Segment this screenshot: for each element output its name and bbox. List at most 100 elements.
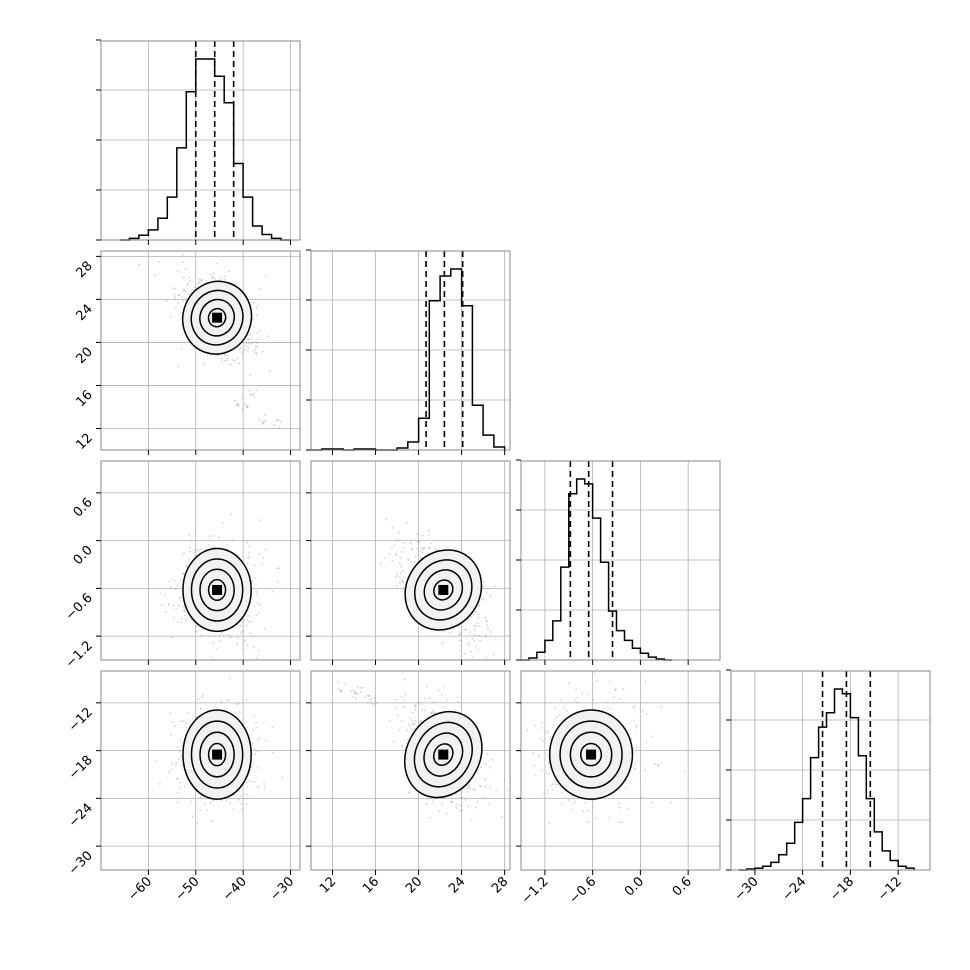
scatter-point: [236, 403, 239, 406]
scatter-point: [558, 714, 561, 716]
scatter-point: [278, 419, 280, 422]
scatter-point: [427, 529, 430, 532]
panel-2d: [337, 678, 509, 821]
scatter-point: [614, 688, 617, 690]
scatter-point: [204, 803, 206, 806]
scatter-point: [281, 776, 284, 779]
scatter-point: [466, 805, 469, 808]
scatter-point: [253, 395, 255, 398]
scatter-point: [391, 547, 393, 550]
scatter-point: [403, 705, 406, 708]
scatter-point: [171, 762, 174, 765]
scatter-point: [177, 270, 180, 272]
scatter-point: [246, 349, 249, 352]
scatter-point: [474, 789, 476, 792]
panel-grid: [731, 671, 930, 870]
scatter-point: [489, 595, 492, 598]
scatter-point: [209, 802, 212, 805]
scatter-point: [401, 745, 404, 747]
x-tick-label: 12: [317, 874, 339, 896]
scatter-point: [559, 699, 562, 701]
scatter-point: [592, 805, 595, 808]
scatter-point: [251, 393, 253, 396]
scatter-point: [576, 701, 579, 704]
scatter-point: [241, 630, 244, 632]
scatter-point: [619, 821, 621, 824]
scatter-point: [464, 799, 467, 801]
scatter-point: [250, 635, 253, 638]
scatter-point: [356, 692, 359, 695]
scatter-point: [368, 695, 370, 697]
scatter-point: [416, 725, 418, 727]
scatter-point: [223, 278, 226, 281]
scatter-point: [419, 721, 421, 724]
scatter-point: [354, 692, 357, 695]
scatter-point: [194, 532, 197, 535]
scatter-point: [477, 613, 480, 616]
scatter-point: [570, 808, 573, 811]
scatter-point: [484, 778, 486, 781]
scatter-point: [206, 355, 209, 357]
scatter-point: [252, 302, 255, 304]
scatter-point: [178, 750, 181, 752]
scatter-point: [473, 628, 476, 631]
panel-2d: [380, 518, 497, 659]
scatter-point: [257, 611, 260, 614]
scatter-point: [189, 550, 191, 553]
scatter-point: [482, 585, 485, 587]
scatter-point: [506, 789, 509, 792]
scatter-point: [395, 554, 398, 557]
contour-line: [190, 558, 244, 622]
scatter-point: [190, 540, 193, 542]
scatter-point: [174, 297, 176, 300]
scatter-point: [236, 404, 239, 407]
scatter-point: [547, 789, 550, 792]
scatter-point: [176, 801, 179, 804]
scatter-point: [534, 724, 537, 727]
scatter-point: [182, 572, 185, 575]
scatter-point: [392, 740, 395, 743]
scatter-point: [179, 720, 182, 723]
scatter-point: [407, 558, 410, 561]
scatter-point: [199, 796, 202, 799]
scatter-point: [191, 815, 194, 818]
scatter-point: [629, 781, 632, 784]
scatter-point: [467, 618, 470, 621]
scatter-point: [209, 248, 211, 250]
scatter-point: [175, 762, 178, 765]
scatter-point: [354, 691, 356, 693]
scatter-point: [477, 648, 480, 651]
scatter-point: [241, 351, 244, 354]
scatter-point: [170, 768, 173, 771]
scatter-point: [433, 701, 436, 704]
scatter-point: [568, 799, 570, 801]
scatter-point: [182, 720, 185, 723]
scatter-point: [226, 359, 228, 361]
scatter-point: [242, 648, 245, 650]
scatter-point: [243, 639, 245, 642]
scatter-point: [254, 753, 256, 756]
scatter-point: [417, 701, 419, 704]
scatter-point: [237, 404, 240, 407]
scatter-point: [226, 357, 229, 359]
scatter-point: [473, 639, 476, 642]
scatter-point: [247, 621, 250, 623]
contour-line: [404, 710, 483, 799]
scatter-point: [503, 779, 506, 782]
scatter-point: [466, 787, 469, 790]
x-axis: [332, 660, 506, 665]
scatter-point: [153, 274, 156, 277]
scatter-point: [248, 779, 251, 782]
scatter-point: [250, 781, 253, 783]
scatter-point: [395, 552, 397, 555]
scatter-point: [180, 617, 183, 620]
scatter-point: [252, 729, 255, 731]
scatter-point: [247, 557, 249, 560]
panel-2d: [155, 677, 284, 824]
panel-grid: [311, 461, 510, 660]
scatter-point: [223, 275, 226, 278]
scatter-point: [340, 689, 343, 692]
scatter-point: [459, 644, 462, 647]
scatter-point: [546, 730, 549, 733]
scatter-point: [183, 609, 186, 612]
